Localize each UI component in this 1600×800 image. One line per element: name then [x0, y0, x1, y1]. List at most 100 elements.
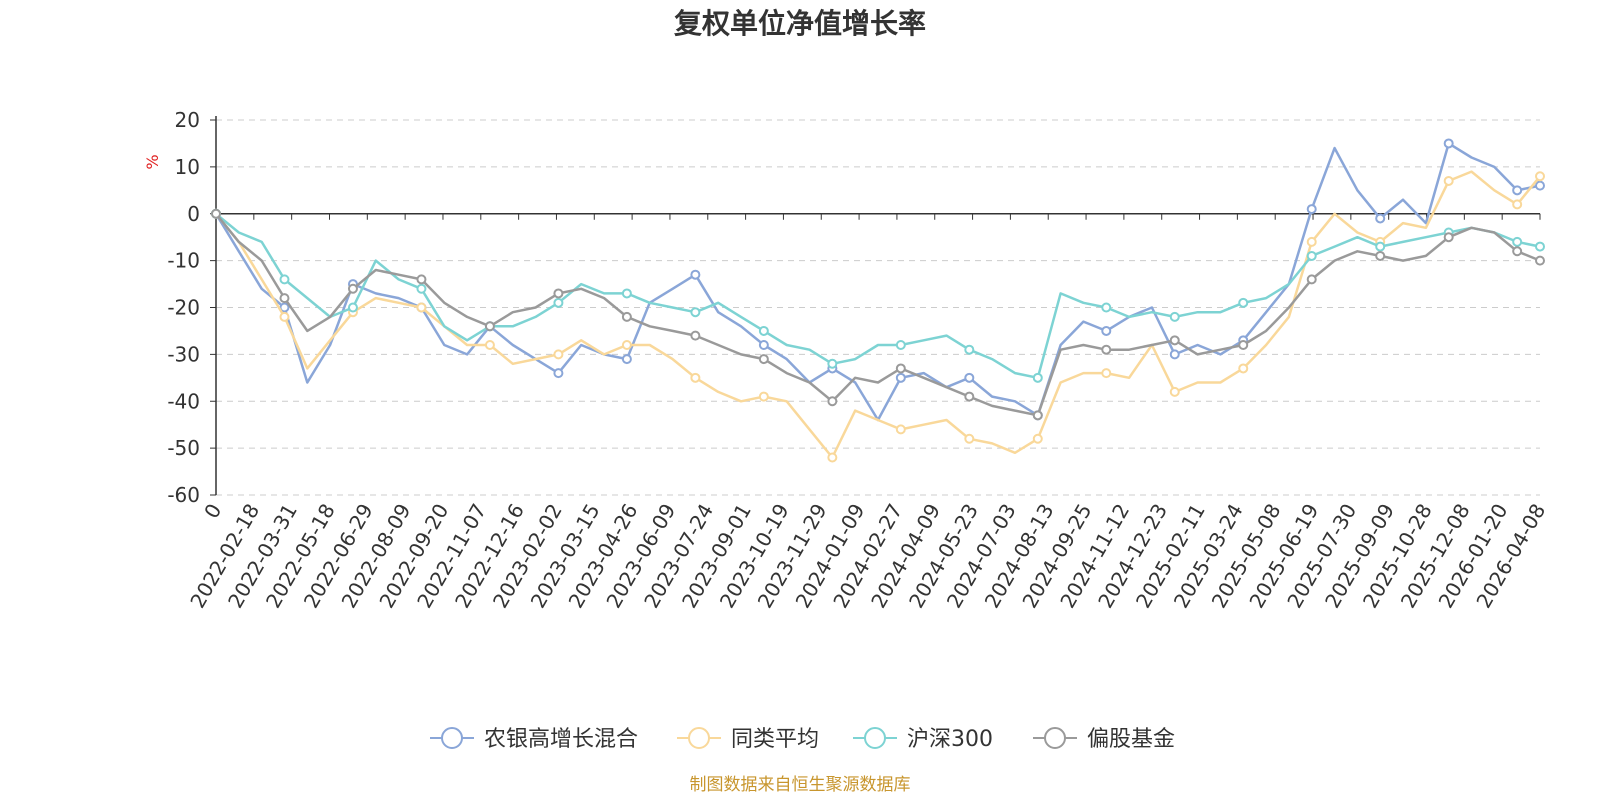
- series-point-1: [758, 391, 769, 402]
- y-tick-label: -20: [167, 296, 200, 320]
- x-tick-label: 0: [199, 500, 226, 523]
- series-point-1: [1032, 433, 1043, 444]
- series-point-0: [1512, 185, 1523, 196]
- series-point-3: [553, 288, 564, 299]
- series-point-1: [553, 349, 564, 360]
- series-point-2: [1535, 241, 1545, 252]
- series-point-3: [484, 321, 495, 332]
- series-point-3: [690, 330, 701, 341]
- legend-marker-0: [441, 727, 463, 749]
- legend-label-2: 沪深300: [907, 727, 993, 752]
- y-tick-label: -60: [167, 483, 200, 507]
- series-point-3: [758, 354, 769, 365]
- series-point-3: [827, 396, 838, 407]
- series-point-1: [827, 452, 838, 463]
- series-point-1: [964, 433, 975, 444]
- series-point-2: [1238, 297, 1249, 308]
- legend[interactable]: 农银高增长混合 同类平均 沪深300 偏股基金: [430, 727, 1175, 752]
- series-point-1: [1306, 236, 1317, 247]
- series-point-0: [690, 269, 701, 280]
- series-point-0: [1375, 213, 1386, 224]
- series-point-3: [1169, 335, 1180, 346]
- series-point-1: [895, 424, 906, 435]
- series-point-3: [1238, 340, 1249, 350]
- series-point-1: [416, 302, 427, 313]
- y-tick-label: 10: [175, 155, 200, 179]
- legend-label-3: 偏股基金: [1087, 727, 1175, 752]
- y-axis-unit: %: [143, 154, 162, 169]
- series-point-1: [690, 372, 701, 383]
- series-point-2: [1306, 250, 1317, 261]
- series-point-0: [964, 372, 975, 383]
- series-point-2: [347, 302, 358, 313]
- chart-title: 复权单位净值增长率: [674, 7, 926, 40]
- series-point-0: [621, 354, 632, 365]
- series-point-3: [1101, 344, 1112, 355]
- y-axis-ticks: 20 10 0 -10 -20 -30 -40 -50 -60: [167, 108, 216, 507]
- y-tick-label: 20: [175, 108, 200, 132]
- series-line-3: [215, 213, 1541, 417]
- series-point-2: [690, 307, 701, 318]
- series-point-0: [1443, 138, 1454, 149]
- series-point-0: [279, 302, 290, 313]
- series-point-3: [964, 391, 975, 402]
- series-point-2: [416, 283, 427, 294]
- series-line-1: [215, 170, 1541, 459]
- series-point-2: [1375, 241, 1386, 252]
- series-point-2: [1512, 236, 1523, 247]
- legend-marker-3: [1044, 727, 1066, 749]
- series-point-2: [964, 344, 975, 355]
- y-tick-label: -50: [167, 436, 200, 460]
- series-point-3: [211, 208, 221, 219]
- series-point-0: [1169, 349, 1180, 360]
- y-tick-label: -40: [167, 389, 200, 413]
- series-line-0: [214, 142, 1541, 422]
- series-lines: [211, 138, 1545, 463]
- legend-marker-2: [864, 727, 886, 749]
- series-point-2: [621, 288, 632, 299]
- series-point-1: [279, 311, 290, 322]
- series-point-2: [827, 358, 838, 369]
- series-point-0: [1101, 325, 1112, 336]
- y-tick-label: -30: [167, 342, 200, 366]
- series-point-2: [279, 274, 290, 285]
- series-point-2: [758, 325, 769, 336]
- legend-label-1: 同类平均: [731, 727, 819, 752]
- series-point-2: [1101, 302, 1112, 313]
- series-point-3: [1512, 246, 1523, 257]
- series-line-2: [215, 212, 1541, 380]
- data-source-note: 制图数据来自恒生聚源数据库: [690, 775, 911, 795]
- series-point-3: [1375, 250, 1386, 261]
- series-point-2: [1032, 372, 1043, 383]
- grid-lines: [216, 119, 1540, 496]
- series-point-1: [621, 340, 632, 350]
- y-tick-label: 0: [187, 202, 200, 226]
- series-point-1: [1535, 171, 1545, 182]
- series-point-1: [1238, 363, 1249, 374]
- series-point-0: [758, 340, 769, 350]
- series-point-3: [1032, 410, 1043, 421]
- series-point-0: [895, 372, 906, 383]
- series-point-2: [553, 297, 564, 308]
- legend-marker-1: [688, 727, 710, 749]
- series-point-2: [1169, 311, 1180, 322]
- series-point-1: [1512, 199, 1523, 210]
- series-point-3: [1306, 274, 1317, 285]
- series-point-2: [895, 340, 906, 350]
- series-point-1: [484, 340, 495, 350]
- legend-label-0: 农银高增长混合: [484, 727, 638, 752]
- series-point-3: [621, 311, 632, 322]
- series-point-1: [1443, 175, 1454, 186]
- series-point-3: [895, 363, 906, 374]
- series-point-1: [1169, 386, 1180, 397]
- series-point-3: [1535, 255, 1545, 266]
- axes: [215, 116, 1540, 495]
- series-point-0: [1306, 204, 1317, 215]
- series-point-0: [553, 368, 564, 379]
- series-point-3: [1443, 232, 1454, 243]
- series-point-3: [347, 283, 358, 294]
- series-point-3: [279, 293, 290, 304]
- series-point-0: [1535, 180, 1545, 191]
- series-point-1: [1101, 368, 1112, 379]
